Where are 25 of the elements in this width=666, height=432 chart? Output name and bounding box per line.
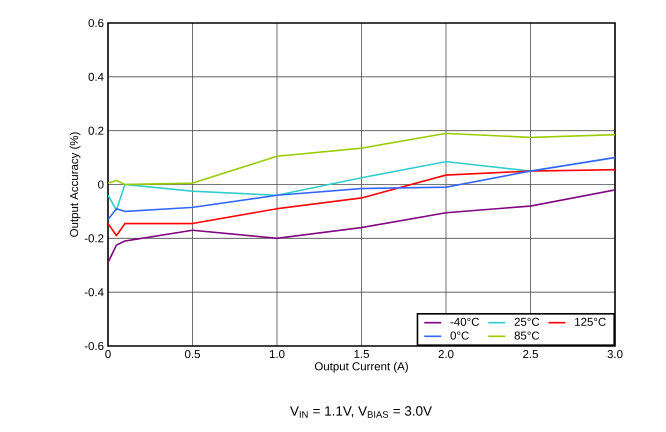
x-tick-label: 1.0 bbox=[270, 350, 285, 358]
y-tick-label: -0.2 bbox=[84, 234, 104, 242]
x-tick-label: 2.0 bbox=[438, 350, 454, 358]
legend-label: 25°C bbox=[514, 318, 540, 326]
y-tick-label: 0.6 bbox=[88, 18, 104, 28]
y-tick-label: 0 bbox=[98, 180, 104, 189]
legend-label: -40°C bbox=[450, 318, 480, 326]
legend-label: 85°C bbox=[514, 332, 540, 340]
x-tick-label: 1.5 bbox=[354, 350, 369, 358]
x-axis-title: Output Current (A) bbox=[314, 362, 408, 373]
y-tick-label: -0.4 bbox=[84, 288, 104, 296]
line-series bbox=[108, 132, 616, 186]
line-series bbox=[108, 189, 616, 264]
x-tick-label: 0.5 bbox=[184, 350, 200, 358]
y-tick-label: 0.2 bbox=[88, 126, 104, 135]
y-tick-label: 0.4 bbox=[88, 72, 104, 81]
line-series bbox=[108, 168, 616, 236]
x-tick-label: 2.5 bbox=[523, 350, 538, 358]
text: V$_{IN}$ = 1.1V, V$_{BIAS}$ = 3.0V bbox=[290, 406, 432, 418]
legend-label: 0°C bbox=[450, 332, 469, 340]
x-tick-label: 0 bbox=[105, 350, 111, 358]
y-axis-title: Output Accuracy (%) bbox=[70, 132, 80, 237]
x-tick-label: 3.0 bbox=[607, 350, 623, 358]
legend-label: 125°C bbox=[575, 318, 606, 326]
y-tick-label: -0.6 bbox=[84, 342, 104, 350]
